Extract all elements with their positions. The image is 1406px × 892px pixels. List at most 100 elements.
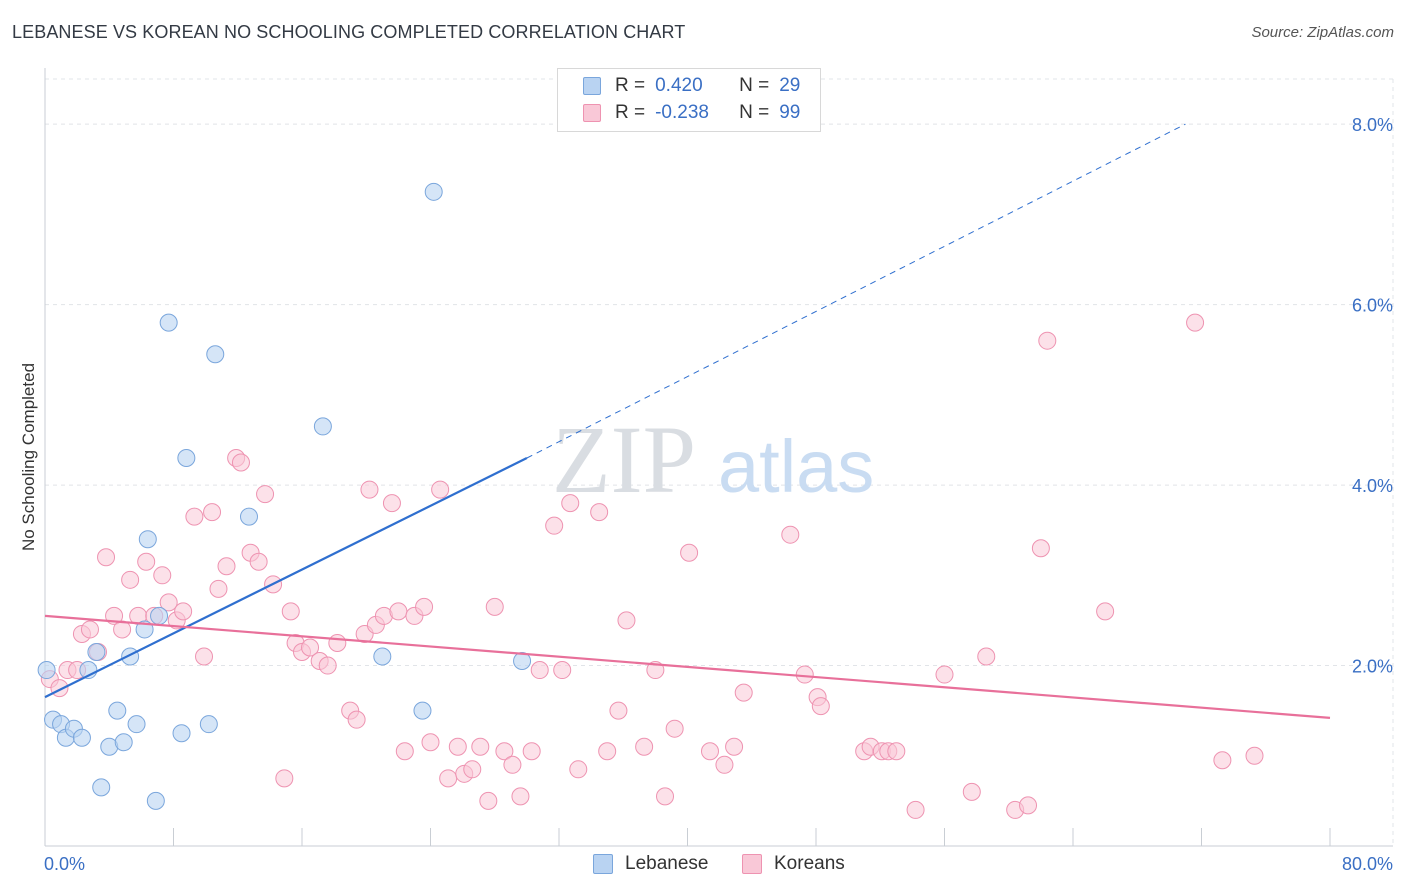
chart-title: LEBANESE VS KOREAN NO SCHOOLING COMPLETE… [12, 22, 686, 42]
koreans-point [1031, 539, 1050, 558]
koreans-point [360, 480, 379, 499]
koreans-n-value: 99 [779, 102, 801, 123]
koreans-point [503, 755, 522, 774]
correlation-legend: R = 0.420 N = 29 R = -0.238 N = 99 [557, 68, 821, 132]
lebanese-points [37, 182, 532, 810]
koreans-point [781, 525, 800, 544]
koreans-point [734, 683, 753, 702]
koreans-point [185, 507, 204, 526]
koreans-point [511, 787, 530, 806]
koreans-point [561, 494, 580, 513]
lebanese-point [138, 530, 157, 549]
lebanese-point [92, 778, 111, 797]
koreans-point [977, 647, 996, 666]
koreans-point [203, 503, 222, 522]
lebanese-legend-swatch [593, 854, 613, 874]
koreans-point [121, 570, 140, 589]
lebanese-n-value: 29 [779, 75, 801, 96]
koreans-point [328, 633, 347, 652]
koreans-point [395, 742, 414, 761]
koreans-point [715, 755, 734, 774]
koreans-point [530, 661, 549, 680]
legend-row-lebanese: R = 0.420 N = 29 [583, 74, 800, 98]
koreans-n-label: N = [739, 102, 770, 123]
koreans-point [97, 548, 116, 567]
koreans-point [421, 733, 440, 752]
koreans-r-value: -0.238 [655, 102, 709, 123]
lebanese-legend-label: Lebanese [625, 853, 709, 874]
koreans-point [382, 494, 401, 513]
x-tick-label-min: 0.0% [44, 854, 85, 874]
lebanese-point [87, 643, 106, 661]
koreans-point [522, 742, 541, 761]
koreans-point [275, 769, 294, 788]
lebanese-point [313, 417, 332, 436]
lebanese-point [513, 652, 532, 671]
y-tick-label: 8.0% [1352, 115, 1393, 135]
lebanese-point [373, 647, 392, 666]
koreans-point [553, 661, 572, 680]
koreans-point [301, 638, 320, 657]
koreans-point [479, 791, 498, 810]
koreans-point [1213, 751, 1232, 770]
bottom-legend-koreans: Koreans [742, 851, 845, 877]
koreans-point [159, 593, 178, 612]
lebanese-point [199, 715, 218, 734]
koreans-point [1186, 313, 1205, 332]
koreans-point [195, 647, 214, 666]
koreans-point [617, 611, 636, 630]
koreans-point [249, 552, 268, 571]
lebanese-point [206, 345, 225, 364]
y-tick-label: 2.0% [1352, 657, 1393, 677]
koreans-point [431, 480, 450, 499]
legend-row-koreans: R = -0.238 N = 99 [583, 101, 800, 125]
lebanese-point [424, 182, 443, 201]
koreans-point [318, 656, 337, 675]
koreans-legend-swatch [742, 854, 762, 874]
koreans-point [887, 742, 906, 761]
trend-lines [44, 123, 1331, 719]
lebanese-point [37, 661, 56, 680]
koreans-point [545, 516, 564, 535]
koreans-point [415, 597, 434, 616]
x-tick-label-max: 80.0% [1342, 854, 1393, 874]
koreans-r-label: R = [615, 102, 646, 123]
koreans-point [471, 737, 490, 756]
lebanese-r-value: 0.420 [655, 75, 703, 96]
koreans-point [962, 782, 981, 801]
koreans-point [153, 566, 172, 585]
koreans-point [209, 579, 228, 598]
lebanese-point [239, 507, 258, 526]
koreans-point [448, 737, 467, 756]
koreans-point [811, 697, 830, 716]
koreans-point [80, 620, 99, 639]
koreans-point [256, 485, 275, 504]
koreans-points [40, 313, 1264, 819]
watermark: ZIP atlas [552, 406, 874, 513]
lebanese-point [413, 701, 432, 720]
koreans-point [389, 602, 408, 621]
koreans-point [646, 661, 665, 680]
koreans-swatch [583, 104, 601, 122]
lebanese-point [114, 733, 133, 752]
lebanese-point [159, 313, 178, 332]
lebanese-point [121, 647, 140, 666]
koreans-point [347, 710, 366, 729]
koreans-trend-line [44, 614, 1331, 719]
lebanese-point [72, 728, 91, 747]
koreans-point [935, 665, 954, 684]
lebanese-r-label: R = [615, 75, 646, 96]
lebanese-point [177, 449, 196, 467]
koreans-point [795, 665, 814, 684]
koreans-point [1096, 602, 1115, 621]
koreans-point [485, 597, 504, 616]
watermark-atlas: atlas [718, 425, 874, 508]
koreans-point [680, 543, 699, 562]
lebanese-point [127, 715, 146, 734]
koreans-point [906, 800, 925, 819]
lebanese-point [172, 724, 191, 743]
koreans-point [725, 737, 744, 756]
koreans-point [439, 769, 458, 788]
koreans-point [609, 701, 628, 720]
